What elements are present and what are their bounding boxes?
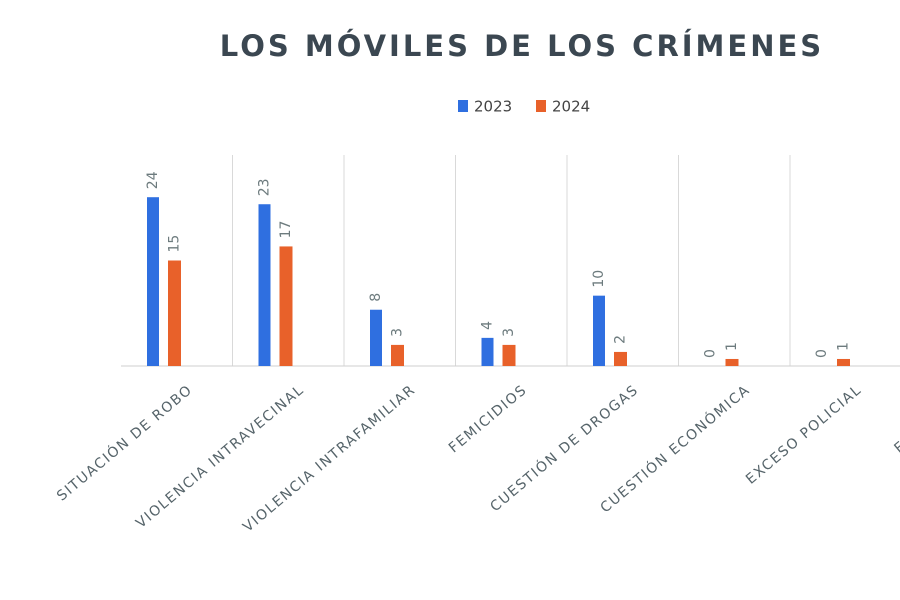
- bar: [725, 358, 739, 366]
- legend-label: 2024: [552, 98, 590, 116]
- bar: [837, 358, 850, 366]
- value-label: 17: [278, 221, 294, 239]
- value-label: 3: [501, 328, 517, 337]
- value-label: 15: [167, 235, 183, 253]
- bar: [391, 344, 404, 366]
- value-label: 4: [480, 321, 496, 330]
- bar: [593, 295, 605, 366]
- bar: [279, 246, 293, 366]
- bar: [147, 197, 159, 366]
- value-label: 1: [724, 342, 740, 351]
- value-label: 1: [836, 342, 852, 351]
- value-label: 23: [257, 178, 273, 196]
- value-label: 0: [703, 349, 719, 358]
- value-label: 0: [814, 349, 830, 358]
- value-label: 2: [613, 335, 629, 344]
- bar: [614, 351, 627, 366]
- legend-label: 2023: [474, 98, 512, 116]
- legend-swatch: [536, 100, 546, 112]
- value-label: 3: [390, 328, 406, 337]
- bar: [258, 204, 271, 366]
- bar: [370, 309, 382, 366]
- legend-swatch: [458, 100, 468, 112]
- bar: [502, 344, 516, 366]
- chart-title: LOS MÓVILES DE LOS CRÍMENES: [220, 29, 824, 63]
- value-label: 10: [591, 270, 607, 288]
- value-label: 24: [145, 171, 161, 189]
- bar: [481, 337, 494, 366]
- value-label: 8: [368, 293, 384, 302]
- bar: [168, 260, 181, 366]
